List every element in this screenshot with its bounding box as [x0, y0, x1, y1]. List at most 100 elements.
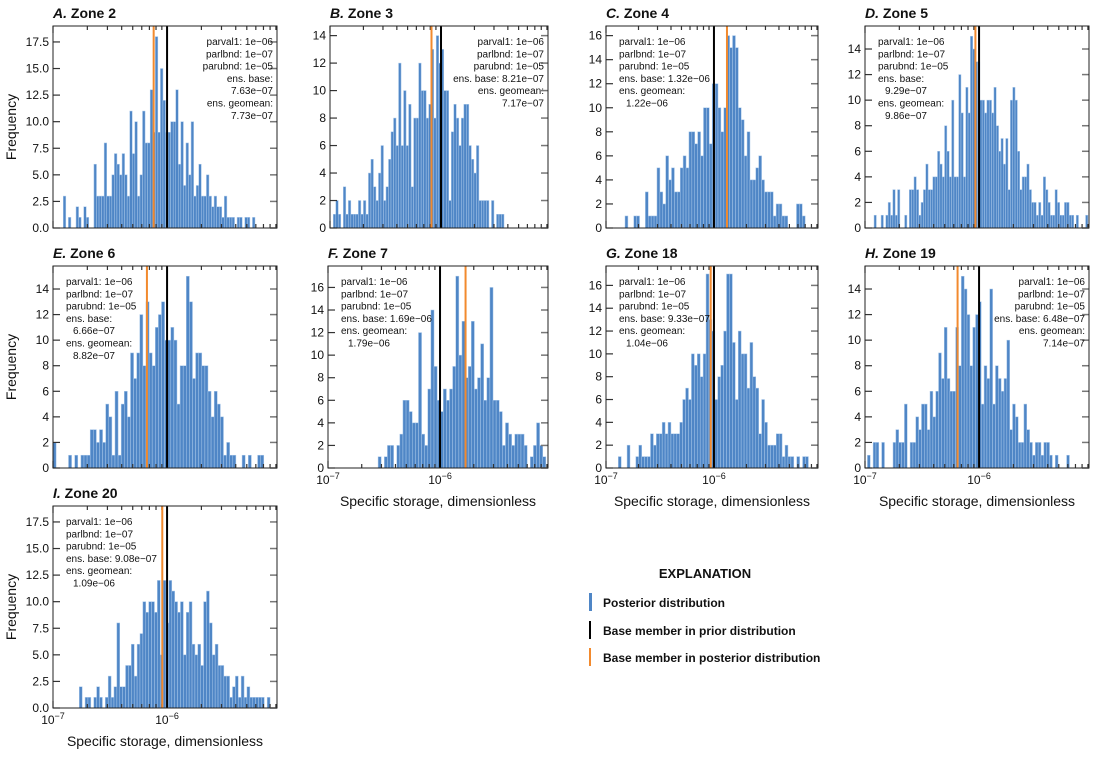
- histogram-bar: [384, 456, 388, 469]
- histogram-bar: [925, 163, 929, 229]
- histogram-bar: [624, 215, 629, 229]
- histogram-bar: [229, 454, 234, 469]
- histogram-bar: [198, 352, 203, 469]
- histogram-bar: [1037, 442, 1042, 469]
- histogram-bar: [1024, 176, 1028, 229]
- histogram-bar: [194, 654, 199, 709]
- y-tick-label: 7.5: [32, 141, 49, 155]
- x-tick-exponent: −6: [981, 471, 991, 481]
- histogram-bar: [423, 90, 427, 229]
- x-tick-label: 10−7: [316, 471, 340, 487]
- histogram-bar: [177, 612, 181, 709]
- histogram-bar: [415, 117, 419, 229]
- histogram-bar: [474, 388, 478, 469]
- histogram-bar: [421, 433, 425, 469]
- y-tick-label: 16: [589, 278, 603, 292]
- y-tick-label: 5.0: [32, 168, 49, 182]
- histogram-bar: [956, 176, 959, 229]
- histogram-bar: [1028, 189, 1032, 229]
- histogram-bar: [375, 200, 379, 229]
- histogram-bar: [967, 112, 971, 229]
- histogram-bar: [752, 179, 757, 229]
- y-tick-label: 2.5: [32, 674, 49, 688]
- y-tick-label: 10: [313, 84, 327, 98]
- legend: EXPLANATION Posterior distribution Base …: [589, 566, 820, 666]
- histogram-bar: [961, 275, 965, 469]
- annotation-line: 7.63e−07: [231, 86, 273, 97]
- panel-title: H. Zone 19: [865, 245, 936, 261]
- histogram-bar: [481, 200, 485, 229]
- histogram-bar: [83, 206, 87, 229]
- histogram-bar: [1054, 189, 1058, 229]
- histogram-bar: [425, 117, 429, 229]
- y-tick-label: 16: [311, 280, 325, 294]
- panel-b: B. Zone 3 0 2 4 6 8 10 12 14 parval1: 1e−06parlbn…: [313, 5, 549, 235]
- x-tick-base: 10: [702, 473, 716, 487]
- histogram-bar: [121, 153, 125, 229]
- plot-frame: [605, 265, 819, 469]
- histogram-bar: [238, 697, 242, 709]
- histogram-bar: [131, 643, 135, 709]
- histogram-bar: [155, 327, 159, 469]
- histogram-bar: [738, 107, 742, 229]
- histogram-bar: [960, 112, 964, 229]
- histogram-bar: [198, 163, 202, 229]
- annotation-line: parval1: 1e−06: [66, 517, 133, 528]
- histogram-bar: [650, 215, 655, 229]
- histogram-bar: [723, 330, 727, 469]
- panel-name: Zone 20: [61, 485, 118, 501]
- panel-letter: B.: [330, 5, 344, 21]
- histogram-bar: [223, 675, 227, 709]
- histogram-bar: [729, 47, 733, 229]
- histogram-bar: [435, 35, 439, 229]
- histogram-bar: [682, 399, 686, 469]
- histogram-bar: [988, 99, 992, 229]
- x-tick-exponent: −6: [169, 711, 179, 721]
- histogram-bar: [201, 365, 206, 469]
- histogram-bar: [963, 288, 968, 469]
- histogram-bar: [145, 612, 149, 709]
- histogram-bar: [1033, 202, 1037, 229]
- histogram-bar: [210, 416, 215, 469]
- histogram-bar: [714, 83, 719, 229]
- annotation-line: ens. base: 1.32e−06: [619, 74, 710, 85]
- legend-swatch-posterior-base: [589, 648, 591, 666]
- histogram-bar: [892, 189, 896, 229]
- annotation-line: parubnd: 1e−05: [474, 62, 545, 73]
- histogram-bar: [107, 675, 112, 709]
- histogram-bar: [1045, 189, 1049, 229]
- y-tick-label: 10: [848, 333, 862, 347]
- histogram-bar: [965, 87, 969, 229]
- histogram-bar: [1061, 214, 1065, 229]
- annotation-line: 9.29e−07: [885, 86, 927, 97]
- histogram-bar: [173, 339, 178, 469]
- plot-frame: [52, 265, 278, 469]
- histogram-bar: [946, 151, 950, 229]
- histogram-bar: [920, 202, 924, 229]
- histogram-bar: [653, 215, 658, 229]
- panel-title: A. Zone 2: [52, 5, 116, 21]
- histogram-bar: [740, 353, 745, 469]
- annotation-line: ens. base: 8.21e−07: [453, 74, 544, 85]
- y-tick-label: 8: [854, 119, 861, 133]
- y-axis-title: Frequency: [3, 94, 19, 160]
- histogram-bar: [880, 214, 884, 229]
- histogram-bar: [188, 174, 192, 229]
- histogram-bar: [699, 376, 704, 469]
- histogram-bar: [638, 444, 642, 469]
- panel-title: E. Zone 6: [53, 245, 115, 261]
- panel-title: G. Zone 18: [606, 245, 678, 261]
- annotation-line: parlbnd: 1e−07: [619, 49, 686, 60]
- histogram-bar: [333, 214, 337, 229]
- y-tick-label: 14: [313, 29, 327, 43]
- histogram-bar: [717, 107, 722, 229]
- histogram-bar: [157, 580, 161, 709]
- histogram-bar: [682, 155, 687, 229]
- histogram-bar: [1038, 202, 1042, 229]
- histogram-bar: [96, 686, 100, 709]
- histogram-bar: [784, 215, 789, 229]
- histogram-bar: [188, 601, 193, 709]
- annotation-line: parval1: 1e−06: [66, 277, 133, 288]
- y-tick-label: 12: [589, 77, 603, 91]
- histogram-bar: [136, 643, 141, 709]
